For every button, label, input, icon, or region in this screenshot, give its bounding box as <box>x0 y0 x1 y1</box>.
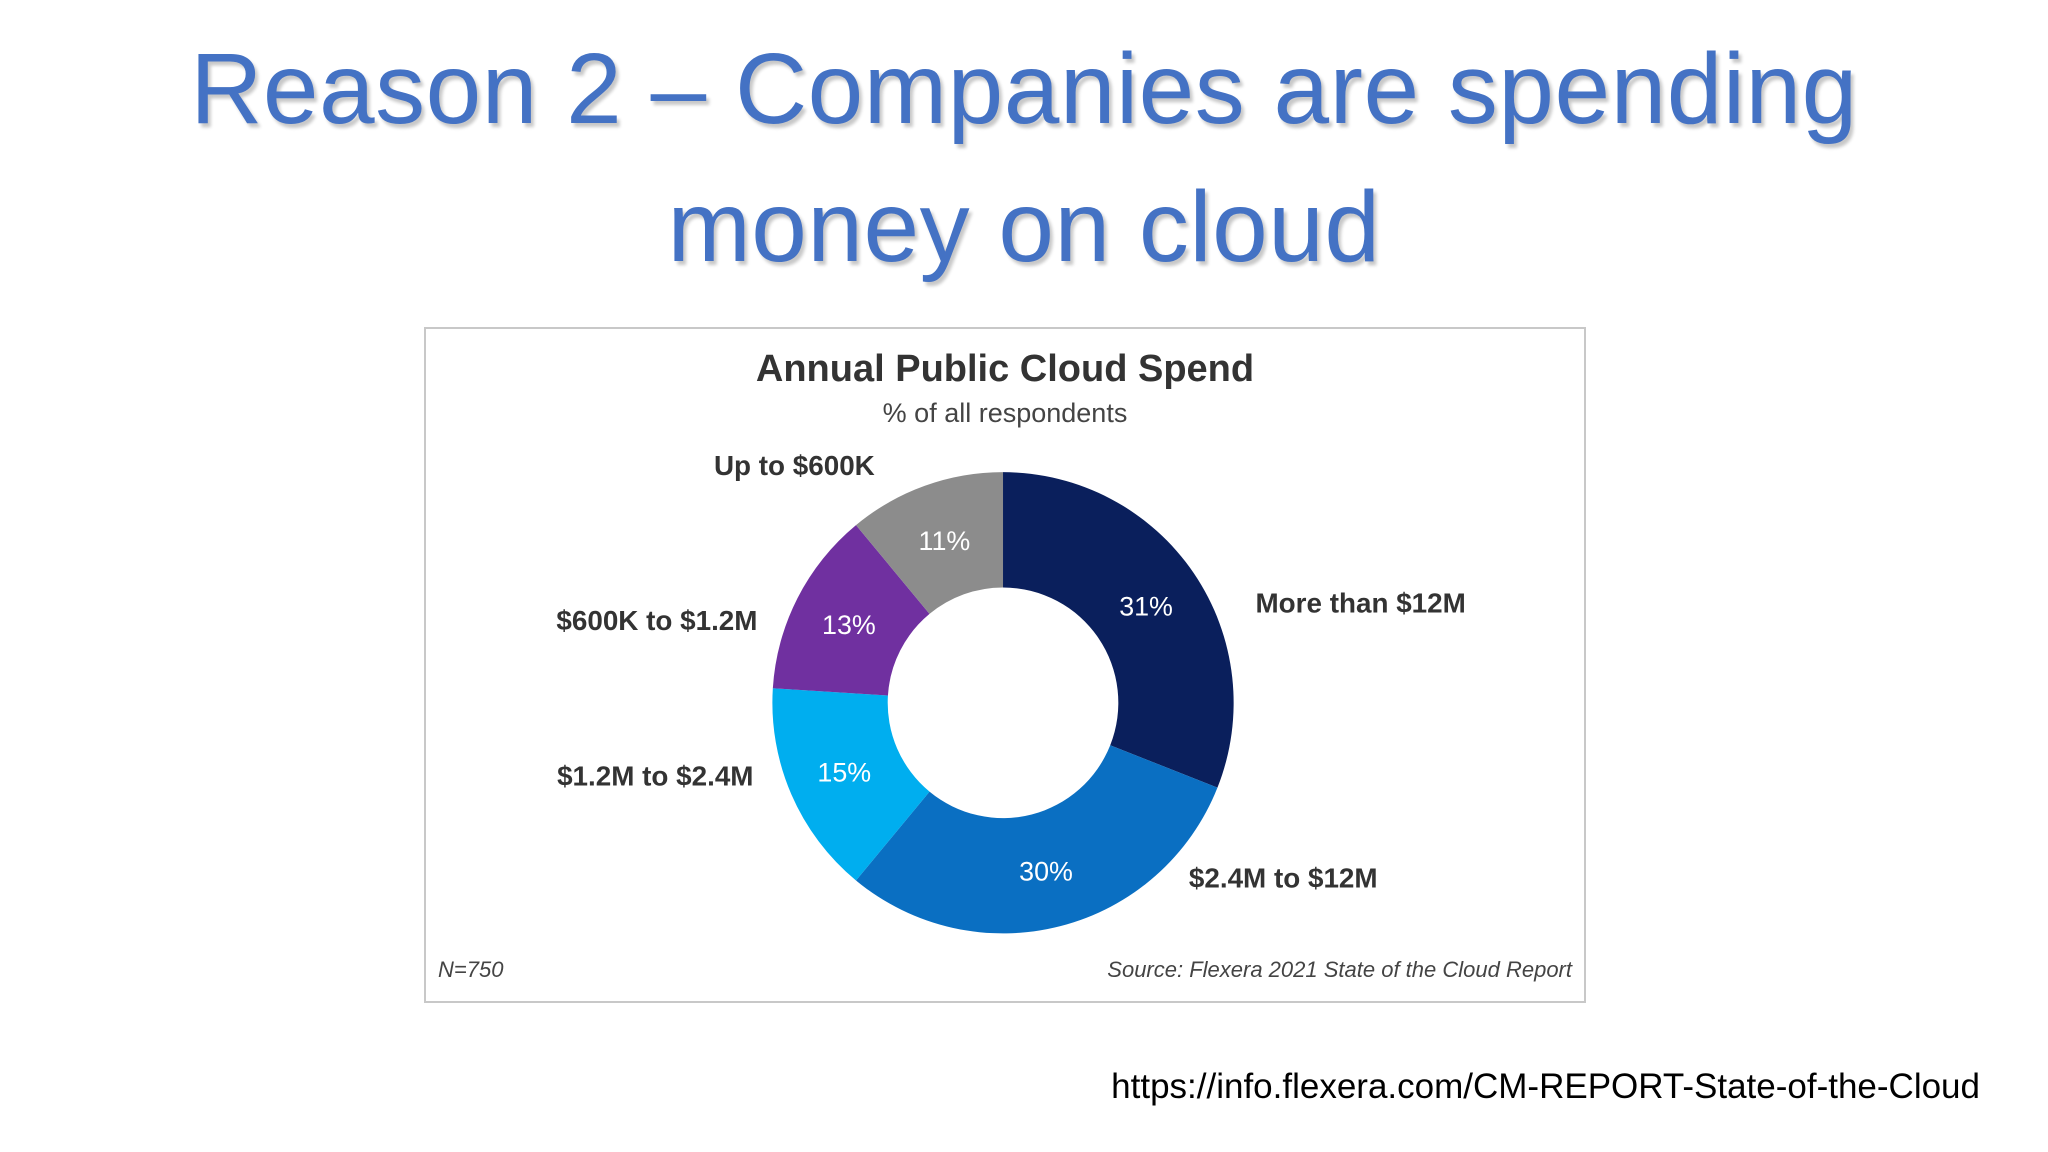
chart-title: Annual Public Cloud Spend <box>755 348 1255 390</box>
chart-subtitle: % of all respondents <box>882 398 1128 428</box>
slide-title: Reason 2 – Companies are spending money … <box>0 20 2048 296</box>
slide-title-line-1: Reason 2 – Companies are spending <box>190 33 1858 145</box>
slice-more-than-12m <box>1003 472 1234 788</box>
label-600k-to-1-2m: $600K to $1.2M <box>556 605 757 636</box>
slice-2-4m-to-12m <box>856 745 1218 934</box>
slice-1-2m-to-2-4m <box>772 688 930 881</box>
value-label: 30% <box>1019 856 1073 886</box>
chart-source-note: Source: Flexera 2021 State of the Cloud … <box>1107 957 1572 982</box>
donut-chart-svg: 31% More than $12M 30% $2.4M to $12M 15% $1.2… <box>556 450 1466 934</box>
value-label: 13% <box>822 610 876 640</box>
value-label: 31% <box>1119 591 1173 621</box>
value-label: 11% <box>919 526 971 556</box>
label-more-than-12m: More than $12M <box>1256 587 1466 618</box>
label-1-2m-to-2-4m: $1.2M to $2.4M <box>557 760 753 791</box>
slide-title-line-2: money on cloud <box>667 171 1381 283</box>
donut-chart: 31% More than $12M 30% $2.4M to $12M 15% $1.2… <box>424 327 1586 1003</box>
label-up-to-600k: Up to $600K <box>714 450 875 481</box>
value-label: 15% <box>817 757 871 787</box>
slice-up-to-600k <box>856 472 1004 614</box>
slice-600k-to-1-2m <box>772 525 930 696</box>
sample-size-note: N=750 <box>438 957 504 982</box>
label-2-4m-to-12m: $2.4M to $12M <box>1189 863 1378 894</box>
source-url[interactable]: https://info.flexera.com/CM-REPORT-State… <box>1111 1067 1980 1106</box>
